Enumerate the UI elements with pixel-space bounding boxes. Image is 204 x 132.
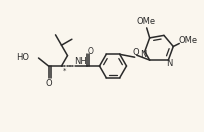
Text: OMe: OMe [179, 36, 198, 45]
Text: OMe: OMe [136, 17, 155, 26]
Text: O: O [45, 79, 52, 88]
Text: N: N [166, 59, 173, 68]
Text: *: * [63, 68, 66, 74]
Text: HO: HO [17, 53, 30, 62]
Text: O: O [88, 48, 93, 56]
Text: O: O [132, 48, 139, 57]
Text: N: N [141, 50, 147, 59]
Text: NH: NH [74, 58, 87, 67]
